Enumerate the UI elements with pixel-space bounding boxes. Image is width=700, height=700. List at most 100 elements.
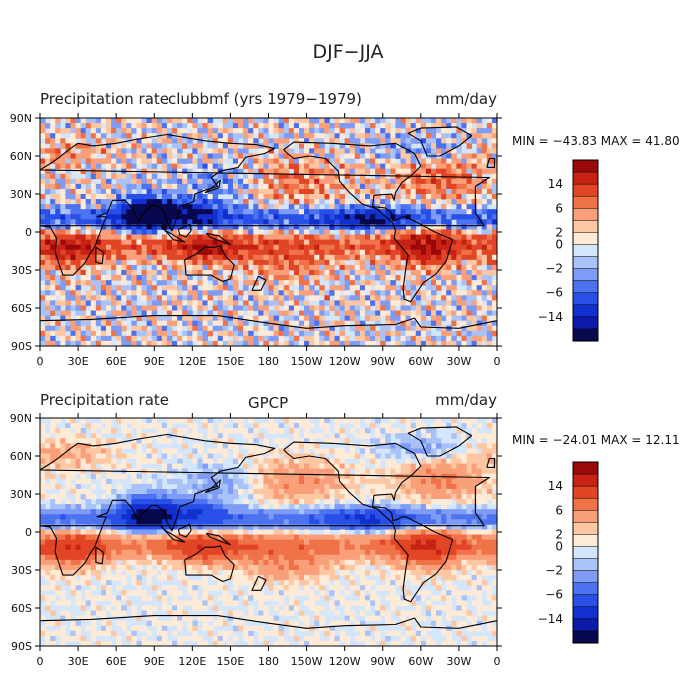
field-cell <box>410 224 417 230</box>
field-cell <box>273 285 280 291</box>
field-cell <box>156 275 163 281</box>
field-cell <box>420 340 427 346</box>
field-cell <box>370 275 376 281</box>
field-cell <box>121 173 127 180</box>
field-cell <box>222 214 229 220</box>
field-cell <box>309 275 315 281</box>
field-cell <box>60 310 66 316</box>
field-cell <box>288 178 295 185</box>
field-cell <box>466 483 473 490</box>
field-cell <box>65 118 71 124</box>
field-cell <box>446 443 452 449</box>
field-cell <box>182 118 188 124</box>
field-cell <box>344 209 351 215</box>
field-cell <box>405 310 412 316</box>
field-cell <box>45 249 51 256</box>
field-cell <box>456 264 462 271</box>
field-cell <box>390 305 396 311</box>
field-cell <box>222 453 229 459</box>
field-cell <box>420 188 427 195</box>
field-cell <box>339 133 346 139</box>
field-cell <box>100 494 107 500</box>
field-cell <box>106 239 112 246</box>
field-cell <box>451 123 457 129</box>
field-cell <box>304 499 310 505</box>
field-cell <box>456 188 462 195</box>
field-cell <box>116 183 122 190</box>
field-cell <box>395 494 401 500</box>
field-cell <box>70 463 76 470</box>
field-cell <box>182 143 188 149</box>
field-cell <box>268 325 274 332</box>
field-cell <box>436 194 442 200</box>
field-cell <box>40 204 46 210</box>
field-cell <box>319 305 325 311</box>
field-cell <box>288 183 295 190</box>
field-cell <box>410 148 417 154</box>
field-cell <box>273 229 280 235</box>
field-cell <box>314 499 320 505</box>
field-cell <box>446 118 452 124</box>
field-cell <box>70 509 76 515</box>
field-cell <box>298 275 305 281</box>
field-cell <box>446 224 452 230</box>
field-cell <box>187 330 193 337</box>
field-cell <box>212 259 219 266</box>
field-cell <box>430 128 437 134</box>
field-cell <box>461 468 467 475</box>
field-cell <box>141 494 148 500</box>
field-cell <box>339 163 346 170</box>
field-cell <box>258 473 264 480</box>
field-cell <box>273 428 280 434</box>
field-cell <box>446 254 452 261</box>
field-cell <box>172 504 178 510</box>
field-cell <box>75 229 82 235</box>
field-cell <box>70 335 76 342</box>
field-cell <box>100 178 107 185</box>
field-cell <box>177 453 183 459</box>
field-cell <box>324 123 330 129</box>
field-cell <box>268 335 274 342</box>
field-cell <box>405 504 412 510</box>
field-cell <box>364 315 371 322</box>
field-cell <box>451 458 457 464</box>
field-cell <box>45 153 51 159</box>
field-cell <box>80 300 87 306</box>
field-cell <box>400 295 406 301</box>
field-cell <box>486 335 493 342</box>
field-cell <box>192 423 198 429</box>
field-cell <box>268 219 274 225</box>
field-cell <box>329 224 335 230</box>
field-cell <box>192 219 198 225</box>
field-cell <box>131 488 137 495</box>
field-cell <box>106 428 112 434</box>
field-cell <box>415 204 422 210</box>
field-cells <box>40 418 497 646</box>
field-cell <box>278 310 285 316</box>
field-cell <box>207 494 214 500</box>
field-cell <box>232 209 239 215</box>
field-cell <box>197 133 203 139</box>
field-cell <box>136 239 142 246</box>
field-cell <box>212 199 219 205</box>
field-cell <box>420 148 427 154</box>
field-cell <box>278 285 285 291</box>
field-cell <box>65 290 71 296</box>
field-cell <box>55 163 61 170</box>
field-cell <box>146 433 153 439</box>
field-cell <box>471 118 478 124</box>
field-cell <box>45 138 51 144</box>
field-cell <box>172 173 178 180</box>
field-cell <box>349 494 356 500</box>
field-cell <box>212 305 219 311</box>
field-cell <box>304 300 310 306</box>
field-cell <box>45 204 51 210</box>
field-cell <box>217 494 224 500</box>
field-cell <box>212 438 219 444</box>
field-cell <box>486 214 493 220</box>
field-cell <box>298 494 305 500</box>
field-cell <box>278 438 285 444</box>
field-cell <box>390 254 396 261</box>
field-cell <box>121 463 127 470</box>
field-cell <box>263 158 269 164</box>
